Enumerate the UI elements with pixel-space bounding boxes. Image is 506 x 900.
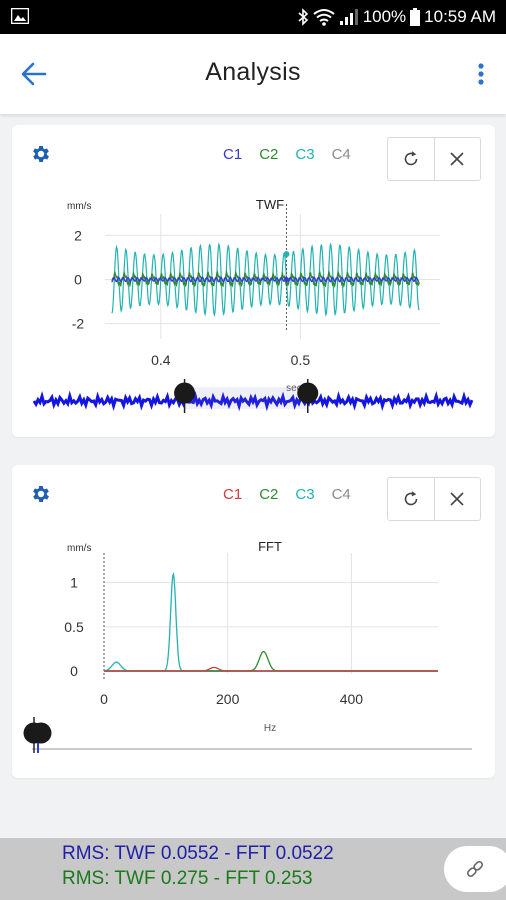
fft-x-tick: 400 xyxy=(340,691,364,707)
twf-series-c1 xyxy=(111,276,420,283)
battery-percent: 100% xyxy=(362,7,407,26)
channel-toggle-c1[interactable]: C1 xyxy=(223,486,243,503)
fft-x-tick: 0 xyxy=(100,691,108,707)
share-link-button[interactable] xyxy=(444,846,506,892)
fft-x-axis-unit: Hz xyxy=(264,723,276,734)
twf-chart-title: TWF xyxy=(256,197,284,212)
twf-range-handle[interactable] xyxy=(297,382,319,404)
twf-chart: mm/s TWF 2 0 -2 0.4 0.5 sec xyxy=(32,197,474,413)
channel-toggle-c2[interactable]: C2 xyxy=(259,146,279,163)
fft-x-tick: 200 xyxy=(216,691,240,707)
rms-c2-text: RMS: TWF 0.275 - FFT 0.253 xyxy=(62,868,313,889)
close-icon xyxy=(450,492,465,506)
channel-toggle-c4[interactable]: C4 xyxy=(331,146,351,163)
twf-y-tick: 0 xyxy=(74,272,82,288)
twf-y-tick: 2 xyxy=(74,227,82,243)
channel-toggle-c3[interactable]: C3 xyxy=(295,146,315,163)
fft-range-handle[interactable] xyxy=(30,722,52,744)
twf-x-tick: 0.5 xyxy=(291,352,311,368)
battery-icon xyxy=(410,8,421,26)
fft-y-tick: 0.5 xyxy=(64,619,84,635)
twf-range-window xyxy=(184,387,308,409)
fft-y-tick: 0 xyxy=(70,663,78,679)
channel-toggle-c4[interactable]: C4 xyxy=(331,486,351,503)
close-button[interactable] xyxy=(433,138,480,180)
page-title: Analysis xyxy=(205,58,301,86)
more-vert-icon[interactable] xyxy=(471,60,491,88)
twf-y-unit: mm/s xyxy=(67,201,91,212)
fft-series-c2 xyxy=(104,650,438,672)
rms-summary-bar: RMS: TWF 0.0552 - FFT 0.0522 RMS: TWF 0.… xyxy=(0,838,506,900)
twf-navigator-series xyxy=(32,390,474,412)
twf-cursor-point xyxy=(283,277,289,282)
settings-gear-icon[interactable] xyxy=(30,143,52,165)
fft-y-tick: 1 xyxy=(70,575,78,591)
channel-toggles: C1 C2 C3 C4 xyxy=(223,146,351,163)
link-icon xyxy=(466,860,484,878)
signal-icon xyxy=(339,9,358,25)
gallery-icon xyxy=(11,8,29,24)
fft-chart-title: FFT xyxy=(258,539,282,554)
twf-x-tick: 0.4 xyxy=(151,352,171,368)
settings-gear-icon[interactable] xyxy=(30,483,52,505)
channel-toggle-c1[interactable]: C1 xyxy=(223,146,243,163)
close-button[interactable] xyxy=(433,478,480,520)
channel-toggle-c2[interactable]: C2 xyxy=(259,486,279,503)
fft-chart: mm/s FFT 1 0.5 0 0 200 400 Hz xyxy=(23,539,472,753)
app-bar: Analysis xyxy=(0,34,506,114)
bluetooth-icon xyxy=(298,8,308,26)
channel-toggle-c3[interactable]: C3 xyxy=(295,486,315,503)
back-arrow-icon[interactable] xyxy=(20,60,48,88)
fft-y-unit: mm/s xyxy=(67,543,91,554)
twf-x-axis-unit: sec xyxy=(286,383,302,394)
fft-series-c1 xyxy=(104,666,438,672)
chart-action-buttons xyxy=(387,477,481,521)
chart-action-buttons xyxy=(387,137,481,181)
fft-card: C1 C2 C3 C4 mm/s FFT 1 0.5 0 0 200 400 Hz xyxy=(12,465,495,778)
twf-cursor-point xyxy=(283,251,290,258)
twf-range-handle[interactable] xyxy=(174,382,196,404)
reset-button[interactable] xyxy=(388,138,434,180)
fft-series-c3 xyxy=(104,571,438,672)
refresh-icon xyxy=(404,491,418,506)
twf-series-c2 xyxy=(111,269,420,289)
twf-card: C1 C2 C3 C4 mm/s TWF 2 0 -2 0.4 0.5 sec xyxy=(12,125,495,437)
close-icon xyxy=(450,152,465,166)
wifi-icon xyxy=(313,9,335,26)
twf-y-tick: -2 xyxy=(72,316,85,332)
clock: 10:59 AM xyxy=(424,7,496,26)
rms-c1-text: RMS: TWF 0.0552 - FFT 0.0522 xyxy=(62,843,334,864)
status-bar: 100% 10:59 AM xyxy=(0,0,506,34)
refresh-icon xyxy=(404,151,418,166)
twf-series-c3 xyxy=(111,242,420,318)
reset-button[interactable] xyxy=(388,478,434,520)
channel-toggles: C1 C2 C3 C4 xyxy=(223,486,351,503)
